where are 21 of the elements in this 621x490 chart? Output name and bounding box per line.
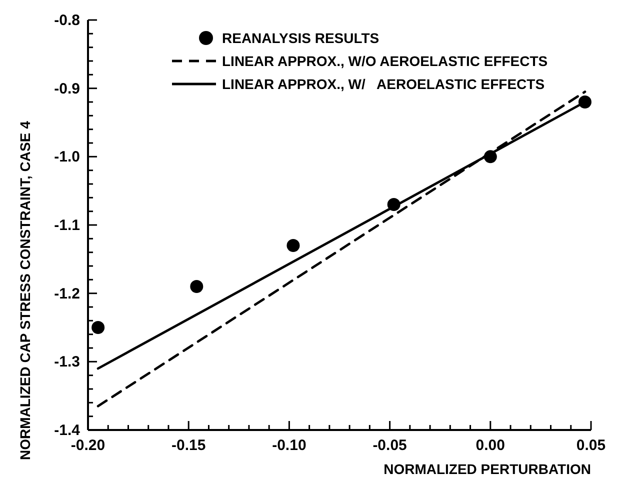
y-tick-label: -1.3 <box>54 354 80 371</box>
y-tick-label: -0.9 <box>54 80 80 98</box>
x-tick-label: 0.05 <box>576 437 606 454</box>
y-tick-label: -1.0 <box>54 148 80 166</box>
legend-label: LINEAR APPROX., W/O AEROELASTIC EFFECTS <box>222 53 548 69</box>
y-tick-label: -1.1 <box>54 217 80 234</box>
point <box>190 280 204 293</box>
y-tick-label: -0.8 <box>54 12 80 29</box>
x-tick-label: 0.00 <box>476 437 505 454</box>
x-axis-title: NORMALIZED PERTURBATION <box>384 461 591 477</box>
y-tick-label: -1.4 <box>54 422 81 439</box>
legend-label: REANALYSIS RESULTS <box>222 30 380 46</box>
y-axis-title: NORMALIZED CAP STRESS CONSTRAINT, CASE 4 <box>17 120 33 460</box>
x-tick-label: -0.05 <box>372 437 407 454</box>
legend-label: LINEAR APPROX., W/ AEROELASTIC EFFECTS <box>222 76 545 92</box>
x-tick-label: -0.10 <box>272 437 306 454</box>
y-tick-label: -1.2 <box>54 285 80 302</box>
x-tick-label: -0.20 <box>70 437 106 454</box>
point <box>92 321 105 334</box>
x-tick-label: -0.15 <box>172 437 206 454</box>
point <box>286 239 300 252</box>
